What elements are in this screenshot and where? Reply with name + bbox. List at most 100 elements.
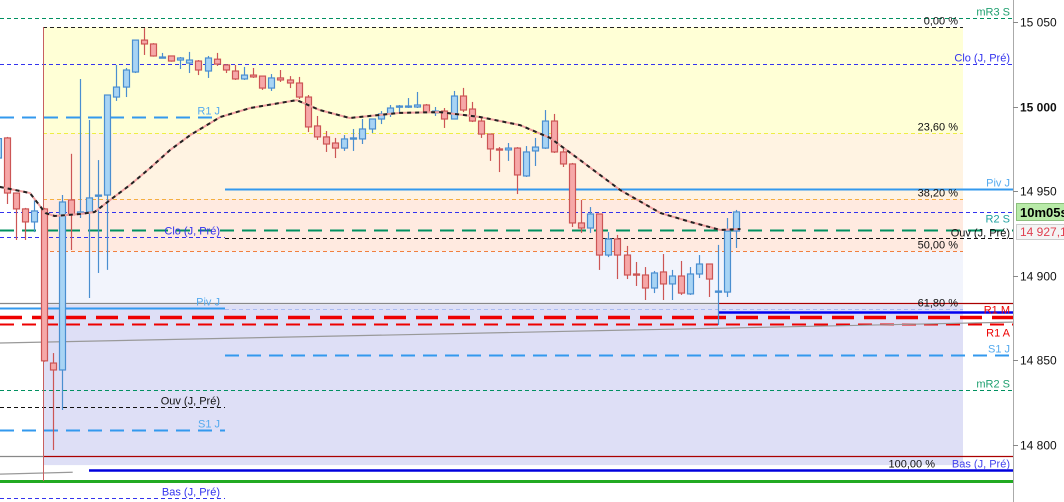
candle-80 bbox=[723, 218, 732, 297]
level-label-clo_left: Clo (J, Pré) bbox=[164, 226, 220, 238]
candle-body bbox=[723, 230, 732, 293]
candle-body bbox=[686, 273, 695, 295]
candle-body bbox=[559, 151, 568, 165]
candle-59 bbox=[531, 137, 540, 166]
candle-75 bbox=[677, 260, 686, 295]
candle-body bbox=[12, 192, 21, 210]
level-label-r1m: R1 M bbox=[984, 305, 1010, 317]
candle-21 bbox=[185, 51, 194, 74]
candle-body bbox=[486, 133, 495, 150]
candle-34 bbox=[304, 95, 313, 133]
candle-body bbox=[577, 222, 586, 229]
fib-zone-3 bbox=[43, 250, 963, 305]
candle-body bbox=[714, 290, 723, 293]
candle-body bbox=[213, 58, 222, 65]
candle-28 bbox=[249, 67, 258, 78]
candle-20 bbox=[176, 56, 185, 69]
candle-body bbox=[340, 138, 349, 149]
candle-69 bbox=[623, 245, 632, 280]
candle-body bbox=[67, 199, 76, 216]
candle-73 bbox=[659, 254, 668, 301]
candle-body bbox=[194, 60, 203, 71]
candle-62 bbox=[559, 148, 568, 168]
candle-body bbox=[650, 272, 659, 289]
candle-44 bbox=[395, 104, 404, 113]
candle-body bbox=[258, 75, 267, 89]
candle-61 bbox=[550, 113, 559, 153]
candle-49 bbox=[440, 108, 449, 128]
candle-body bbox=[695, 263, 704, 275]
candle-body bbox=[504, 147, 513, 151]
candle-body bbox=[58, 201, 67, 371]
candle-12 bbox=[103, 94, 112, 270]
candle-body bbox=[185, 59, 194, 64]
candle-body bbox=[103, 94, 112, 196]
level-label-bas_r: Bas (J, Pré) bbox=[952, 459, 1010, 471]
candle-body bbox=[112, 86, 121, 98]
candle-body bbox=[349, 137, 358, 140]
candle-body bbox=[149, 43, 158, 57]
last-price-badge: 14 927,1 bbox=[1016, 224, 1064, 240]
candle-57 bbox=[513, 147, 522, 195]
candle-56 bbox=[504, 143, 513, 161]
level-label-mr3s: mR3 S bbox=[976, 7, 1010, 19]
candle-body bbox=[641, 274, 650, 289]
candle-body bbox=[40, 208, 49, 362]
moving-average-line bbox=[0, 99, 741, 232]
candle-46 bbox=[413, 91, 422, 109]
candle-body bbox=[732, 211, 741, 232]
candle-16 bbox=[140, 28, 149, 55]
candle-26 bbox=[231, 64, 240, 80]
fib-zone-1 bbox=[43, 133, 963, 199]
candle-37 bbox=[331, 137, 340, 159]
candle-body bbox=[586, 213, 595, 229]
candle-body bbox=[413, 104, 422, 108]
candle-body bbox=[568, 163, 577, 224]
candle-76 bbox=[686, 267, 695, 295]
candle-body bbox=[422, 104, 431, 113]
candle-19 bbox=[167, 55, 176, 62]
candle-body bbox=[595, 213, 604, 256]
candle-79 bbox=[714, 244, 723, 326]
candle-body bbox=[613, 238, 622, 256]
candle-body bbox=[368, 118, 377, 130]
candle-body bbox=[550, 120, 559, 153]
level-label-fib618: 61,80 % bbox=[918, 298, 959, 310]
candle-timer-badge: 10m05s bbox=[1016, 203, 1064, 221]
level-label-r1a: R1 A bbox=[986, 328, 1011, 340]
candle-54 bbox=[486, 133, 495, 161]
candle-body bbox=[623, 254, 632, 276]
y-axis-tick-label-3: 14 900 bbox=[1020, 270, 1057, 284]
candle-body bbox=[94, 194, 103, 197]
fib-zone-4 bbox=[43, 304, 963, 466]
candle-3 bbox=[21, 207, 30, 241]
candle-body bbox=[450, 95, 459, 120]
candle-body bbox=[286, 79, 295, 84]
candle-71 bbox=[641, 267, 650, 301]
candle-53 bbox=[477, 116, 486, 138]
fib-zone-2 bbox=[43, 198, 963, 251]
candle-24 bbox=[213, 52, 222, 66]
candle-22 bbox=[194, 60, 203, 76]
candle-body bbox=[313, 125, 322, 138]
candle-body bbox=[632, 273, 641, 276]
candle-66 bbox=[595, 213, 604, 270]
candle-body bbox=[295, 82, 304, 98]
candle-11 bbox=[94, 160, 103, 273]
candle-78 bbox=[705, 263, 714, 297]
candle-65 bbox=[586, 207, 595, 233]
level-label-clo_top: Clo (J, Pré) bbox=[954, 53, 1010, 65]
y-axis-tick-label-4: 14 850 bbox=[1020, 354, 1057, 368]
candle-32 bbox=[286, 76, 295, 89]
candle-68 bbox=[613, 234, 622, 280]
level-label-s1j_r: S1 J bbox=[988, 344, 1010, 356]
candle-body bbox=[531, 146, 540, 152]
candle-body bbox=[85, 197, 94, 213]
candle-67 bbox=[604, 232, 613, 258]
candle-body bbox=[331, 142, 340, 149]
candle-body bbox=[204, 57, 213, 72]
candle-17 bbox=[149, 43, 158, 57]
candle-6 bbox=[49, 353, 58, 451]
